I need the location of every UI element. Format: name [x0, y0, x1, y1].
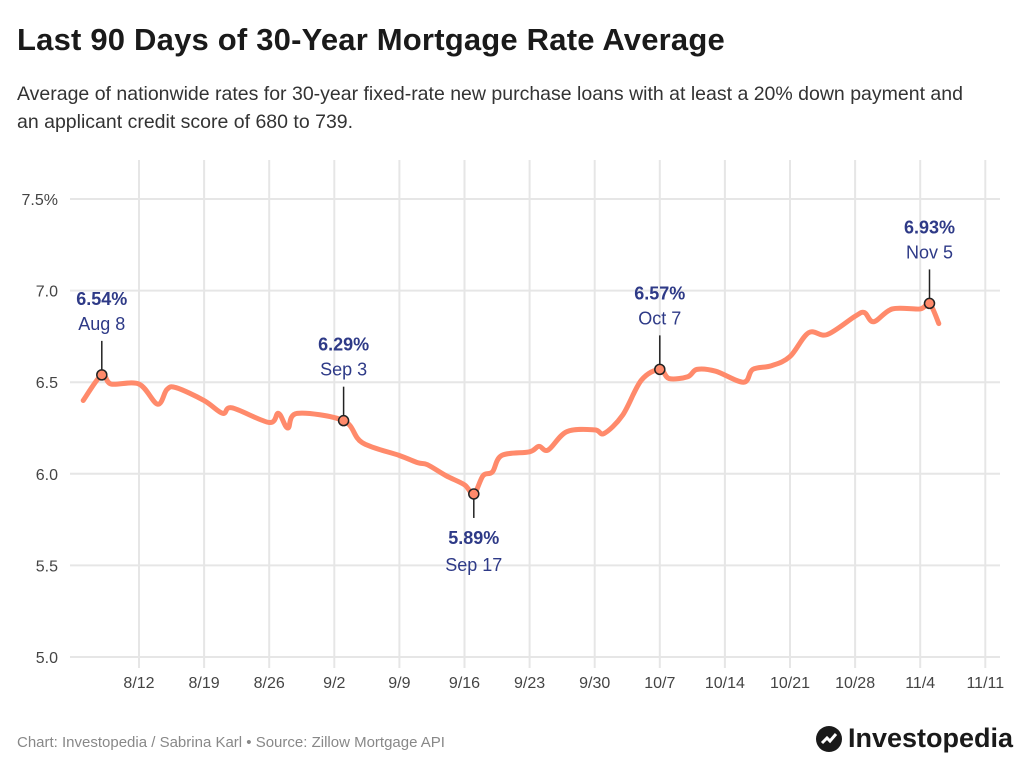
annotation-marker: [923, 297, 936, 310]
annotation-value: 6.29%: [318, 335, 369, 355]
annotation-marker: [468, 488, 480, 500]
annotation-value: 6.54%: [76, 289, 127, 309]
chart-subtitle: Average of nationwide rates for 30-year …: [17, 83, 963, 133]
logo-text: Investopedia: [848, 723, 1014, 753]
investopedia-logo-icon: [816, 725, 842, 752]
annotation-marker: [654, 363, 666, 376]
chart-source: Chart: Investopedia / Sabrina Karl • Sou…: [17, 734, 445, 751]
x-tick-label: 9/30: [579, 675, 610, 692]
y-tick-label: 7.0: [36, 284, 58, 301]
annotation-date: Sep 17: [445, 555, 502, 575]
annotation-marker: [337, 414, 350, 427]
investopedia-logo: Investopedia: [816, 723, 1013, 754]
x-tick-label: 10/14: [705, 675, 745, 692]
annotation-value: 6.93%: [904, 217, 955, 237]
annotation-value: 6.57%: [634, 283, 685, 303]
line-chart: 5.0 5.5 6.0 6.5 7.0 7.5% 8/12 8/19 8/26 9/2 9/9 9/1…: [22, 160, 1004, 692]
chart-title: Last 90 Days of 30-Year Mortgage Rate Av…: [17, 22, 725, 57]
x-tick-label: 8/12: [123, 675, 154, 692]
x-tick-label: 8/26: [254, 675, 285, 692]
x-tick-label: 11/4: [905, 675, 935, 692]
y-tick-label: 7.5%: [22, 192, 58, 209]
x-tick-label: 10/28: [835, 675, 875, 692]
annotation-date: Sep 3: [320, 360, 367, 380]
annotation-marker: [96, 369, 108, 381]
rate-line: [80, 300, 942, 497]
x-tick-label: 11/11: [966, 675, 1004, 692]
x-tick-label: 9/16: [449, 675, 480, 692]
annotation-date: Nov 5: [906, 242, 953, 262]
annotation-value: 5.89%: [448, 528, 499, 548]
x-tick-label: 9/2: [323, 675, 345, 692]
x-tick-label: 8/19: [189, 675, 220, 692]
annotation-date: Oct 7: [638, 308, 681, 328]
x-tick-label: 9/9: [388, 675, 410, 692]
x-tick-label: 10/21: [770, 675, 810, 692]
x-tick-label: 9/23: [514, 675, 545, 692]
y-tick-label: 6.0: [36, 467, 58, 484]
y-tick-label: 5.0: [36, 650, 58, 667]
x-tick-label: 10/7: [644, 675, 675, 692]
annotation-date: Aug 8: [78, 314, 125, 334]
y-tick-label: 6.5: [36, 375, 58, 392]
y-tick-label: 5.5: [36, 558, 58, 575]
